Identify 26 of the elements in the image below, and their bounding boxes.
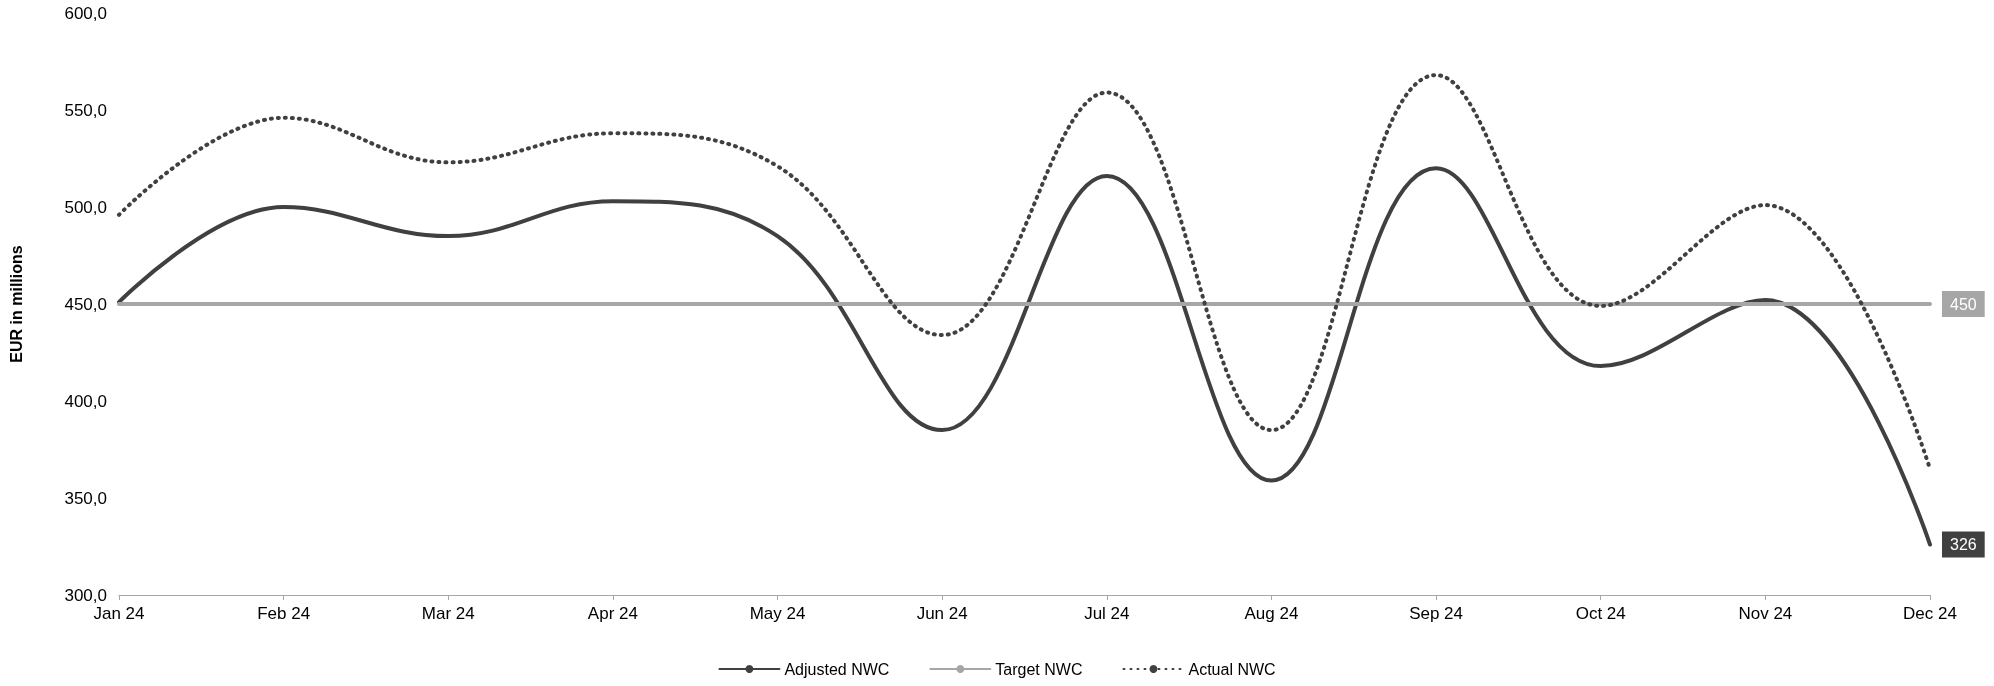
legend-label: Actual NWC	[1188, 660, 1276, 678]
y-tick-label: 350,0	[64, 488, 107, 508]
x-tick-label: Sep 24	[1409, 604, 1464, 623]
x-tick-label: Jul 24	[1084, 604, 1130, 623]
line-series	[117, 166, 1932, 547]
x-tick-label: Feb 24	[257, 604, 311, 623]
y-tick-label: 300,0	[64, 585, 107, 605]
y-axis-title: EUR in millions	[7, 245, 25, 363]
x-tick-label: Apr 24	[587, 604, 638, 623]
x-tick-label: Jun 24	[916, 604, 968, 623]
y-tick-label: 600,0	[64, 3, 107, 23]
y-tick-label: 550,0	[64, 100, 107, 120]
legend-label: Adjusted NWC	[784, 660, 890, 678]
data-label: 326	[1950, 536, 1977, 554]
x-tick-label: Oct 24	[1575, 604, 1626, 623]
x-tick-label: May 24	[749, 604, 806, 623]
y-tick-label: 400,0	[64, 391, 107, 411]
data-label: 450	[1950, 295, 1977, 313]
x-tick-label: Aug 24	[1244, 604, 1299, 623]
y-tick-label: 500,0	[64, 197, 107, 217]
x-tick-label: Nov 24	[1738, 604, 1793, 623]
y-tick-label: 450,0	[64, 294, 107, 314]
legend-label: Target NWC	[995, 660, 1083, 678]
x-tick-label: Dec 24	[1903, 604, 1957, 623]
x-tick-label: Mar 24	[421, 604, 475, 623]
x-tick-label: Jan 24	[93, 604, 145, 623]
